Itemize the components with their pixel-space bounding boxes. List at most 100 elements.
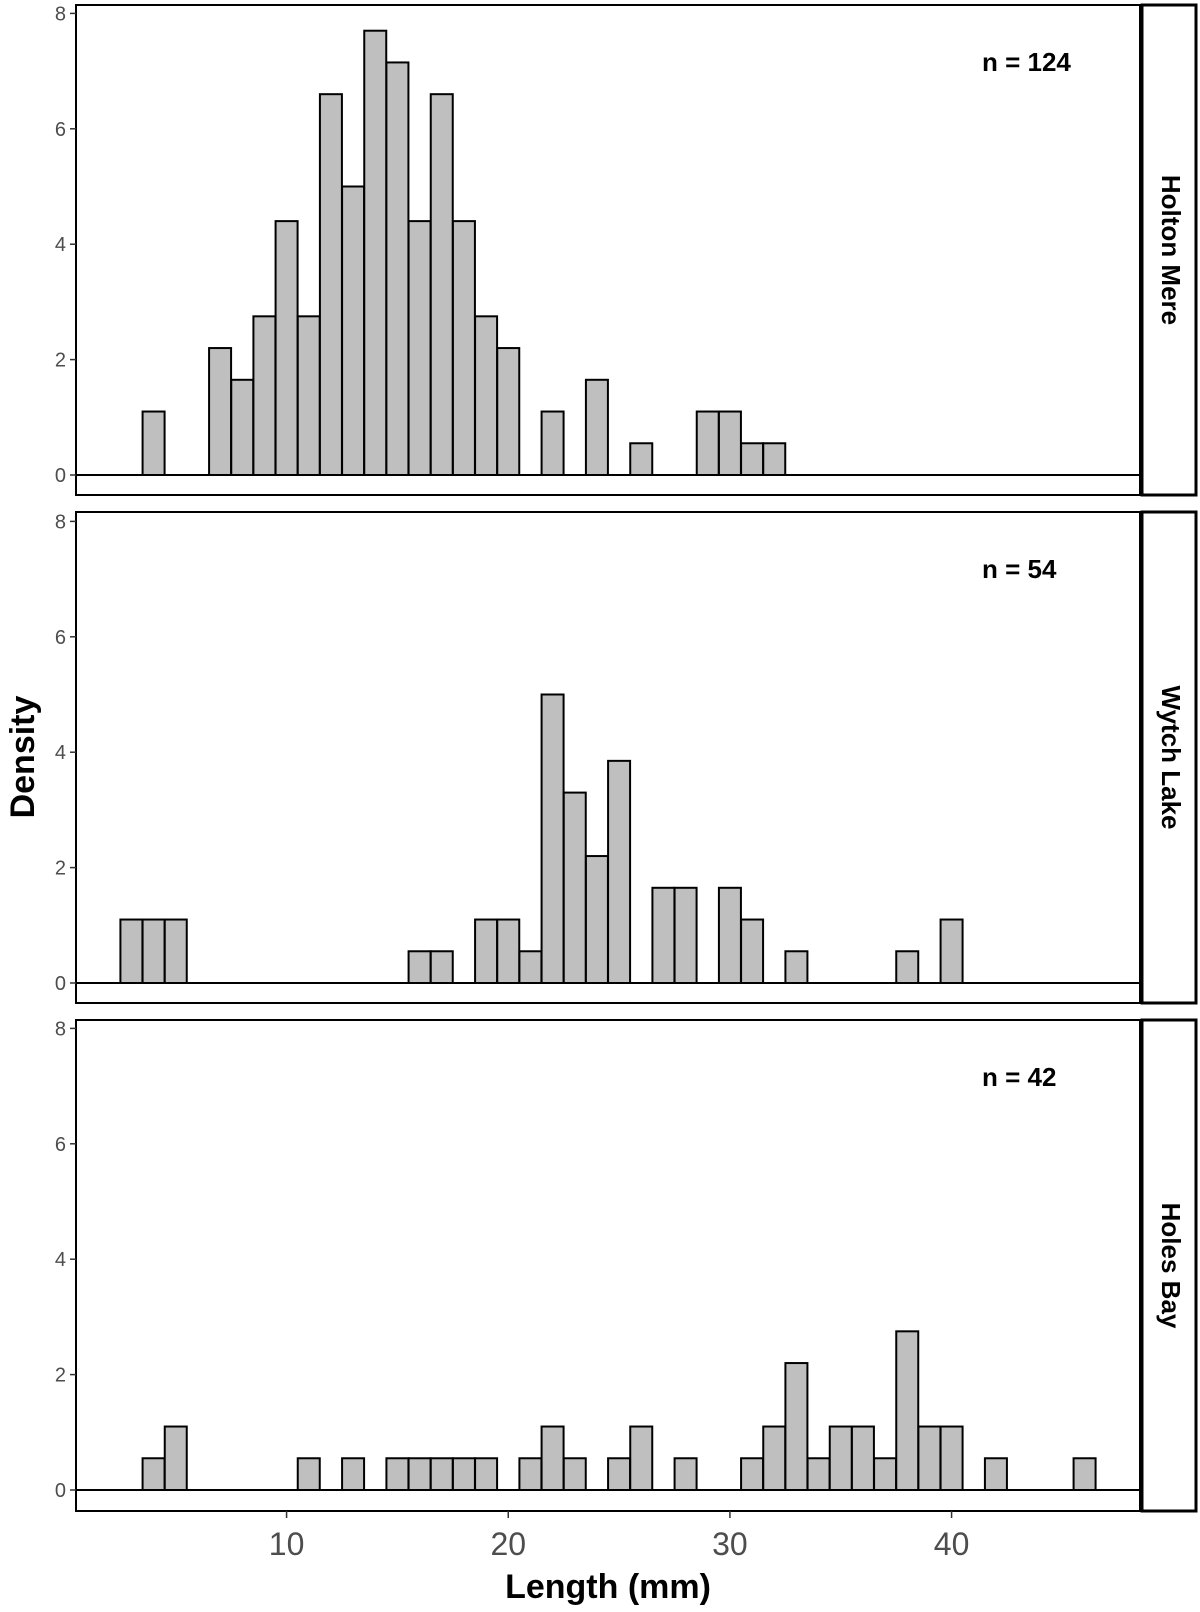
sample-size-label: n = 42 <box>982 1062 1056 1092</box>
histogram-bar <box>451 1457 476 1492</box>
histogram-bar <box>163 1425 188 1492</box>
histogram-bar <box>318 93 343 477</box>
y-tick-label: 0 <box>55 1480 66 1502</box>
histogram-bar <box>784 1362 809 1492</box>
histogram-bar <box>230 378 255 477</box>
y-tick-label: 0 <box>55 973 66 995</box>
histogram-bar <box>363 29 388 477</box>
histogram-bar <box>296 1457 321 1492</box>
panels: 0 2 4 6 8 n = 124 Holton Mere 0 2 4 6 8 n = 54 Wytch … <box>55 3 1198 1513</box>
histogram-bar <box>407 220 432 476</box>
histogram-bar <box>429 93 454 477</box>
y-tick-label: 6 <box>55 1134 66 1156</box>
x-tick-label: 20 <box>490 1526 526 1562</box>
x-axis: 10 20 30 40 <box>269 1511 969 1562</box>
histogram-bar <box>673 886 698 984</box>
histogram-bar <box>141 1457 166 1492</box>
y-tick-label: 6 <box>55 119 66 141</box>
histogram-bar <box>296 315 321 477</box>
x-axis-title: Length (mm) <box>505 1568 711 1606</box>
histogram-bar <box>828 1425 853 1492</box>
histogram-bar <box>740 918 765 985</box>
facet-strip-label: Holton Mere <box>1156 175 1186 325</box>
y-tick-label: 4 <box>55 234 66 256</box>
histogram-bar <box>341 185 366 476</box>
histogram-bar <box>740 442 765 477</box>
histogram-bar <box>607 759 632 984</box>
y-tick-label: 2 <box>55 1365 66 1387</box>
histogram-bar <box>806 1457 831 1492</box>
x-tick-label: 10 <box>269 1526 305 1562</box>
facet-strip <box>1140 1018 1198 1513</box>
panel-border <box>75 1019 1141 1512</box>
histogram-bar <box>274 220 299 476</box>
panel-border <box>75 4 1141 496</box>
histogram-bar <box>983 1457 1008 1492</box>
histogram-bar <box>385 61 410 476</box>
y-tick-label: 8 <box>55 511 66 533</box>
histogram-bar <box>496 918 521 985</box>
histogram-bar <box>341 1457 366 1492</box>
histogram-bar <box>474 315 499 477</box>
histogram-bar <box>163 918 188 985</box>
histogram-bar <box>451 220 476 476</box>
histogram-bar <box>895 950 920 985</box>
histogram-bar <box>540 410 565 476</box>
histogram-bar <box>629 442 654 477</box>
histogram-bar <box>518 950 543 985</box>
y-tick-label: 6 <box>55 627 66 649</box>
histogram-bar <box>939 1425 964 1492</box>
histogram-bar <box>717 410 742 476</box>
panel: 0 2 4 6 8 n = 42 Holes Bay <box>55 1018 1198 1513</box>
histogram-bar <box>119 918 144 985</box>
histogram-bar <box>407 950 432 985</box>
facet-strip <box>1140 3 1198 497</box>
y-tick-label: 8 <box>55 1018 66 1040</box>
histogram-bar <box>474 918 499 985</box>
y-tick-label: 2 <box>55 858 66 880</box>
y-tick-label: 8 <box>55 3 66 25</box>
histogram-bar <box>540 693 565 984</box>
panel: 0 2 4 6 8 n = 54 Wytch Lake <box>55 510 1198 1005</box>
histogram-bar <box>629 1425 654 1492</box>
histogram-bar <box>607 1457 632 1492</box>
histogram-bar <box>873 1457 898 1492</box>
histogram-bar <box>562 791 587 985</box>
panel: 0 2 4 6 8 n = 124 Holton Mere <box>55 3 1198 497</box>
histogram-bar <box>1072 1457 1097 1492</box>
histogram-bar <box>584 855 609 984</box>
histogram-bar <box>429 950 454 985</box>
histogram-bar <box>496 347 521 476</box>
histogram-bar <box>252 315 277 477</box>
histogram-bar <box>762 1425 787 1492</box>
y-tick-label: 2 <box>55 350 66 372</box>
histogram-bar <box>740 1457 765 1492</box>
histogram-bar <box>784 950 809 985</box>
histogram-bar <box>562 1457 587 1492</box>
histogram-bar <box>917 1425 942 1492</box>
histogram-bar <box>540 1425 565 1492</box>
y-axis-title: Density <box>4 696 42 819</box>
histogram-bar <box>762 442 787 477</box>
histogram-bar <box>939 918 964 985</box>
y-tick-label: 4 <box>55 742 66 764</box>
facet-strip <box>1140 510 1198 1005</box>
y-tick-label: 4 <box>55 1249 66 1271</box>
histogram-bar <box>518 1457 543 1492</box>
panel-border <box>75 511 1141 1004</box>
histogram-bar <box>429 1457 454 1492</box>
histogram-bar <box>584 378 609 477</box>
histogram-bar <box>474 1457 499 1492</box>
y-tick-label: 0 <box>55 465 66 487</box>
histogram-bar <box>407 1457 432 1492</box>
histogram-bar <box>141 410 166 476</box>
histogram-bar <box>141 918 166 985</box>
histogram-bar <box>850 1425 875 1492</box>
histogram-bar <box>695 410 720 476</box>
sample-size-label: n = 54 <box>982 554 1057 584</box>
facet-strip-label: Holes Bay <box>1156 1203 1186 1329</box>
histogram-bar <box>717 886 742 984</box>
histogram-bar <box>208 347 233 476</box>
histogram-bar <box>651 886 676 984</box>
